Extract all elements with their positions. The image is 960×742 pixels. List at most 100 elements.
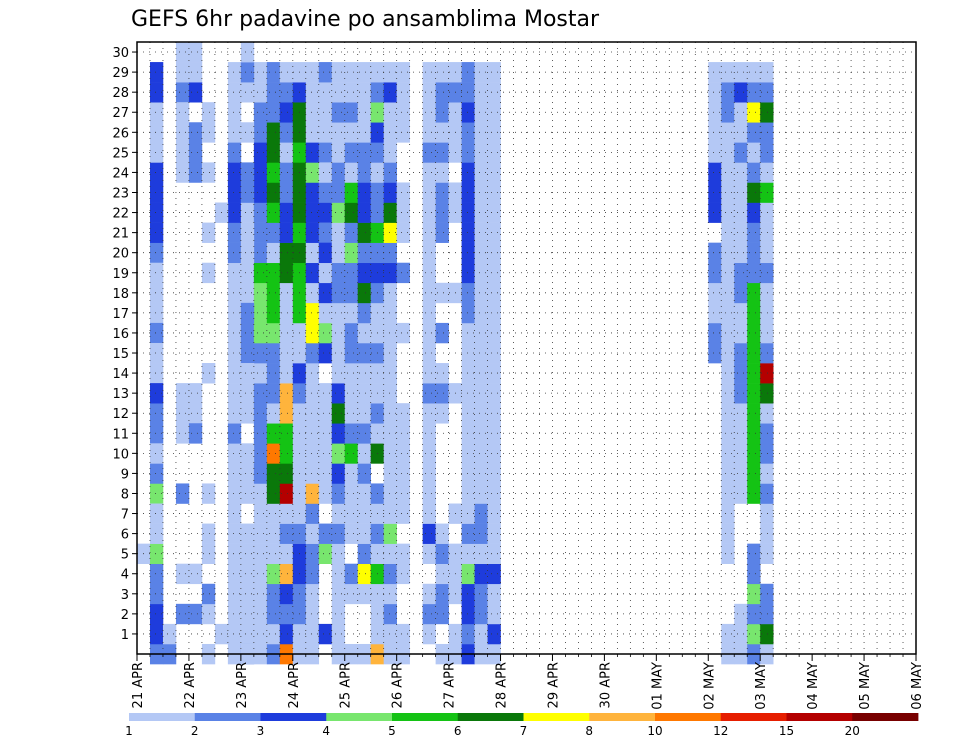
precip-cell — [188, 62, 203, 83]
precip-cell — [279, 363, 294, 384]
precip-cell — [721, 122, 735, 143]
precip-cell — [318, 543, 333, 565]
precip-cell — [721, 302, 735, 324]
precip-cell — [253, 282, 268, 304]
precip-cell — [331, 142, 346, 163]
precip-cell — [188, 383, 203, 404]
precip-cell — [708, 342, 722, 364]
precip-cell — [474, 122, 488, 143]
x-tick-label: 03 MAY — [754, 662, 769, 710]
precip-cell — [747, 603, 761, 625]
precip-cell — [253, 383, 268, 404]
precip-cell — [188, 603, 203, 625]
precip-cell — [331, 322, 346, 344]
precip-cell — [422, 202, 436, 223]
y-tick-label: 13 — [112, 387, 129, 402]
y-tick-label: 15 — [112, 347, 129, 362]
precip-cell — [253, 302, 268, 324]
y-tick-label: 3 — [121, 588, 129, 603]
legend-label: 6 — [454, 724, 462, 738]
precip-cell — [435, 202, 449, 223]
precip-cell — [240, 563, 255, 585]
precip-cell — [383, 583, 397, 605]
precip-cell — [318, 483, 333, 504]
precip-cell — [357, 342, 371, 364]
precip-cell — [721, 383, 735, 404]
precip-cell — [266, 282, 281, 304]
precip-cell — [422, 142, 436, 163]
precip-cell — [175, 603, 190, 625]
precip-cell — [383, 222, 397, 243]
precip-cell — [318, 623, 333, 645]
precip-cell — [175, 82, 190, 103]
precip-cell — [708, 142, 722, 163]
x-tick-label: 27 APR — [443, 662, 458, 708]
precip-cell — [383, 62, 397, 83]
precip-cell — [305, 463, 320, 484]
precip-cell — [253, 102, 268, 123]
precip-cell — [266, 503, 281, 524]
x-tick-label: 05 MAY — [858, 662, 873, 710]
precip-cell — [474, 262, 488, 284]
precip-cell — [344, 62, 359, 83]
precip-cell — [240, 483, 255, 504]
precip-cell — [357, 403, 371, 424]
precip-cell — [344, 443, 359, 464]
precip-cell — [461, 503, 475, 524]
precip-cell — [357, 262, 371, 284]
precip-cell — [747, 262, 761, 284]
precip-cell — [227, 82, 242, 103]
precip-cell — [734, 282, 748, 304]
precip-cell — [318, 222, 333, 243]
precip-cell — [760, 82, 774, 103]
precip-cell — [279, 242, 294, 264]
precip-cell — [331, 583, 346, 605]
precip-cell — [227, 583, 242, 605]
precip-cell — [487, 302, 501, 324]
precip-cell — [487, 162, 501, 183]
precip-cell — [279, 543, 294, 565]
precip-cell — [305, 423, 320, 444]
precip-cell — [461, 62, 475, 83]
precip-cell — [149, 603, 164, 625]
precip-cell — [279, 162, 294, 183]
precip-cell — [201, 262, 216, 284]
precip-cell — [474, 383, 488, 404]
precip-cell — [266, 603, 281, 625]
y-tick-label: 5 — [121, 548, 129, 563]
precip-cell — [149, 62, 164, 83]
precip-cell — [747, 62, 761, 83]
precip-cell — [474, 603, 488, 625]
precip-cell — [149, 162, 164, 183]
precip-cell — [253, 242, 268, 264]
precip-cell — [305, 182, 320, 203]
cells-layer — [137, 42, 774, 665]
precip-cell — [305, 523, 320, 544]
precip-cell — [461, 403, 475, 424]
precip-cell — [279, 483, 294, 504]
precip-cell — [175, 423, 190, 444]
precip-cell — [253, 403, 268, 424]
precip-cell — [383, 142, 397, 163]
precip-cell — [747, 222, 761, 243]
precip-cell — [474, 62, 488, 83]
precip-cell — [331, 302, 346, 324]
precip-cell — [149, 483, 164, 504]
precip-cell — [760, 302, 774, 324]
precip-cell — [422, 242, 436, 264]
precip-cell — [253, 423, 268, 444]
precip-cell — [734, 82, 748, 103]
precip-cell — [357, 443, 371, 464]
y-tick-label: 21 — [112, 227, 129, 242]
precip-cell — [487, 363, 501, 384]
precip-cell — [747, 102, 761, 123]
legend: 1 2 3 4 5 6 7 8 10 12 15 20 — [125, 713, 919, 738]
precip-cell — [266, 162, 281, 183]
precip-cell — [266, 102, 281, 123]
precip-cell — [474, 503, 488, 524]
precip-cell — [331, 403, 346, 424]
precip-cell — [227, 363, 242, 384]
precip-cell — [344, 563, 359, 585]
precip-cell — [305, 443, 320, 464]
chart-title: GEFS 6hr padavine po ansamblima Mostar — [131, 7, 600, 32]
